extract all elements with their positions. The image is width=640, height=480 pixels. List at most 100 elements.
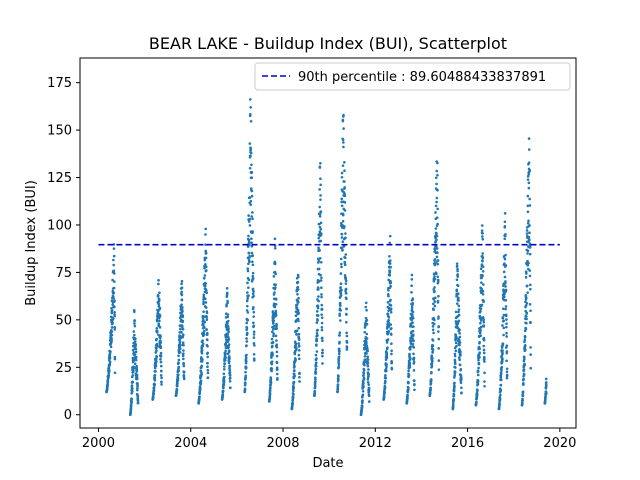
data-point [157,299,161,303]
data-point [483,371,486,375]
data-point [160,380,163,384]
data-point [245,331,249,335]
data-point [319,210,323,214]
data-point [505,322,508,325]
data-point [108,362,112,366]
data-point [339,257,343,261]
legend: 90th percentile : 89.60488433837891 [254,62,571,91]
data-point [437,330,440,333]
data-point [131,348,135,352]
data-point [316,328,319,332]
data-point [252,333,256,336]
data-point [454,320,458,323]
data-point [412,356,416,360]
data-point [482,318,485,322]
data-point [249,154,252,158]
data-point [343,180,346,183]
data-point [503,262,506,265]
data-point [411,310,415,314]
data-point [297,344,301,348]
data-point [202,310,205,313]
data-point [365,341,368,345]
data-point [345,331,348,335]
data-point [181,333,185,336]
data-point [133,319,136,322]
data-point [523,344,527,347]
data-point [178,344,182,347]
data-point [337,365,341,368]
data-point [155,319,159,323]
data-point [529,346,532,349]
data-point [544,395,547,398]
data-point [200,372,203,376]
data-point [108,357,112,360]
data-point [319,198,322,201]
data-point [182,377,186,381]
data-point [343,169,346,173]
data-point [339,309,342,312]
data-point [202,330,206,333]
data-point [249,199,253,203]
data-point [410,284,413,288]
data-point [294,342,298,345]
data-point [272,334,275,338]
data-point [522,368,526,371]
x-axis: 2000 2004 2008 2012 2016 2020 [82,428,576,451]
data-point [320,328,324,332]
data-point [437,347,440,350]
chart-title: BEAR LAKE - Buildup Index (BUI), Scatter… [149,34,507,53]
data-point [433,304,437,308]
data-point [297,349,301,352]
data-point [408,362,412,365]
data-point [131,380,135,384]
data-point [500,365,504,369]
data-point [318,166,322,169]
data-point [365,345,369,348]
data-point [481,252,484,255]
data-point [412,369,416,372]
data-point [481,274,484,278]
data-point [181,319,185,323]
data-point [410,291,413,294]
x-tick-label: 2000 [82,436,115,451]
data-point [343,209,347,212]
plot-frame [79,57,577,429]
data-point [271,344,274,348]
data-point [155,355,159,358]
data-point [180,293,184,297]
data-point [296,308,300,312]
data-point [363,358,367,362]
data-point [343,274,347,277]
data-point [202,293,206,297]
data-point [435,247,439,250]
data-point [228,368,232,372]
data-point [244,356,248,360]
data-point [431,344,435,348]
data-point [106,383,109,387]
data-point [459,350,462,354]
data-point [204,227,207,231]
data-point [112,258,115,262]
data-point [502,307,505,311]
data-point [432,308,435,311]
data-point [343,161,346,164]
data-point [367,400,371,403]
data-point [388,269,392,273]
data-point [389,310,393,314]
data-point [523,336,527,339]
data-point [525,321,528,325]
data-point [297,353,301,357]
data-point [504,280,507,283]
data-point [201,342,205,346]
data-point [337,362,341,366]
data-point [386,338,390,341]
data-point [433,290,436,293]
data-point [544,381,548,384]
data-point [106,379,110,383]
data-point [410,318,413,322]
data-point [268,395,272,399]
data-point [249,98,252,101]
data-point [246,281,249,285]
data-point [336,387,340,391]
